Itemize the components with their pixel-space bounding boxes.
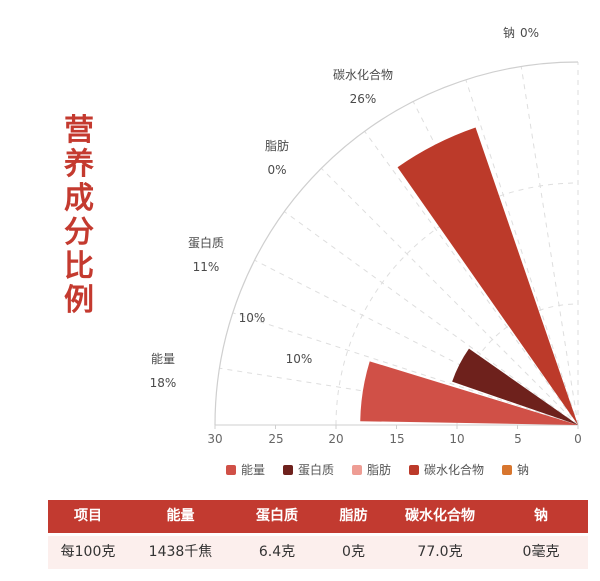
data-cell: 每100克 xyxy=(60,544,116,560)
legend-swatch-carbohydrate xyxy=(409,464,419,475)
data-cell: 1438千焦 xyxy=(148,544,213,560)
header-cell: 能量 xyxy=(166,508,195,524)
sector-label-name: 碳水化合物 xyxy=(332,68,394,82)
header-cell: 项目 xyxy=(74,508,102,524)
sector-protein xyxy=(452,348,578,425)
legend-item-fat: 脂肪 xyxy=(351,461,391,478)
legend-label: 蛋白质 xyxy=(297,463,334,477)
grid-spoke xyxy=(364,131,579,426)
data-cell: 77.0克 xyxy=(417,544,463,560)
legend-label: 钠 xyxy=(517,463,530,477)
grid-arc xyxy=(456,303,579,426)
outer-arc xyxy=(214,61,579,426)
chart-legend: 能量 蛋白质 脂肪 碳水化合物 钠 xyxy=(155,461,600,478)
legend-label: 脂肪 xyxy=(366,463,391,477)
axis-tick: 0 xyxy=(574,432,582,446)
header-cell: 钠 xyxy=(534,508,548,524)
grid-spoke xyxy=(284,211,579,426)
grid-percent-label: 10% xyxy=(285,352,313,366)
grid-spoke xyxy=(465,79,579,426)
table-header-row: 项目 能量 蛋白质 脂肪 碳水化合物 钠 xyxy=(48,500,588,533)
grid-spoke xyxy=(520,66,579,426)
grid-arc xyxy=(335,182,579,426)
sector-label-pct: 0% xyxy=(267,163,287,177)
legend-item-sodium: 钠 xyxy=(502,461,529,478)
legend-item-energy: 能量 xyxy=(225,461,265,478)
legend-label: 碳水化合物 xyxy=(424,463,485,477)
page-title: 营养成分比例 xyxy=(64,113,94,318)
sector-label-carbohydrate: 碳水化合物 26% xyxy=(333,63,393,111)
fan-chart xyxy=(214,61,579,429)
legend-swatch-protein xyxy=(282,464,293,475)
axis-tick: 10 xyxy=(449,432,465,446)
axis-tick: 25 xyxy=(268,432,284,446)
header-cell: 脂肪 xyxy=(339,508,368,524)
legend-swatch-sodium xyxy=(502,464,513,475)
header-cell: 碳水化合物 xyxy=(405,508,475,524)
axis-tick: 20 xyxy=(328,432,344,446)
sector-label-name: 蛋白质 xyxy=(187,236,225,250)
axis-tick: 30 xyxy=(207,432,223,446)
sector-label-sodium: 钠 0% xyxy=(503,21,539,45)
sector-label-name: 能量 xyxy=(150,352,176,366)
sector-label-fat: 脂肪 0% xyxy=(265,134,289,182)
sector-label-pct: 18% xyxy=(149,376,177,390)
grid-spoke xyxy=(232,312,579,426)
sector-energy xyxy=(360,361,578,425)
sector-label-pct: 11% xyxy=(192,260,220,274)
legend-item-protein: 蛋白质 xyxy=(282,461,334,478)
legend-label: 能量 xyxy=(240,463,265,477)
header-cell: 蛋白质 xyxy=(256,508,298,524)
legend-item-carbohydrate: 碳水化合物 xyxy=(409,461,484,478)
legend-swatch-energy xyxy=(225,464,236,475)
data-cell: 0毫克 xyxy=(522,544,560,560)
axis-tick: 15 xyxy=(389,432,405,446)
sector-label-energy: 能量 18% xyxy=(150,347,177,395)
sector-label-pct: 0% xyxy=(519,26,540,40)
nutrition-table: 项目 能量 蛋白质 脂肪 碳水化合物 钠 每100克 1438千焦 6.4克 0… xyxy=(48,500,588,569)
legend-swatch-fat xyxy=(351,464,362,475)
data-cell: 6.4克 xyxy=(258,544,296,560)
table-data-row: 每100克 1438千焦 6.4克 0克 77.0克 0毫克 xyxy=(48,536,588,569)
sector-label-name: 脂肪 xyxy=(264,139,290,153)
sector-label-pct: 26% xyxy=(349,92,377,106)
sector-label-protein: 蛋白质 11% xyxy=(188,231,224,279)
data-cell: 0克 xyxy=(342,544,365,560)
sector-label-name: 钠 xyxy=(502,26,515,40)
axis-tick: 5 xyxy=(514,432,522,446)
sector-carbohydrate xyxy=(397,127,578,425)
grid-percent-label: 10% xyxy=(238,311,266,325)
grid-spoke xyxy=(320,167,579,426)
